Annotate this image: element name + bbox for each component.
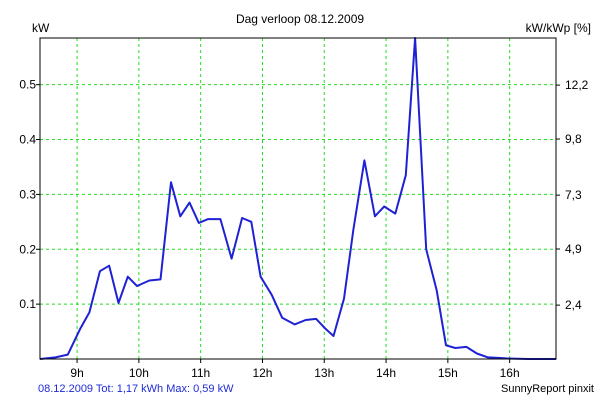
x-tick-label: 10h bbox=[129, 366, 149, 380]
y-tick-label: 0.1 bbox=[19, 297, 36, 311]
right-tick-label: 9,8 bbox=[565, 132, 582, 146]
y-tick-label: 0.5 bbox=[19, 78, 36, 92]
x-tick-label: 15h bbox=[438, 366, 458, 380]
grid bbox=[40, 38, 556, 359]
axis-ticks: 9h 10h 11h 12h 13h 14h 15h 16h 0.1 0.2 0.3 0.4 0.5 2,… bbox=[19, 78, 588, 380]
x-tick-label: 14h bbox=[376, 366, 396, 380]
credit-label: SunnyReport pinxit bbox=[501, 383, 594, 395]
right-tick-label: 7,3 bbox=[565, 188, 582, 202]
y-tick-label: 0.2 bbox=[19, 242, 36, 256]
right-axis-unit: kW/kWp [%] bbox=[526, 21, 591, 35]
y-tick-label: 0.3 bbox=[19, 187, 36, 201]
x-tick-label: 13h bbox=[314, 366, 334, 380]
chart-title: Dag verloop 08.12.2009 bbox=[236, 12, 364, 26]
x-tick-label: 9h bbox=[70, 366, 83, 380]
right-tick-label: 2,4 bbox=[565, 298, 582, 312]
plot-frame bbox=[39, 37, 557, 360]
x-tick-label: 11h bbox=[191, 366, 210, 380]
series-layer bbox=[39, 37, 556, 360]
daily-summary: 08.12.2009 Tot: 1,17 kWh Max: 0,59 kW bbox=[38, 383, 234, 395]
x-tick-label: 12h bbox=[252, 366, 272, 380]
right-tick-label: 4,9 bbox=[565, 242, 582, 256]
x-tick-label: 16h bbox=[500, 366, 520, 380]
left-axis-unit: kW bbox=[32, 21, 50, 35]
power-series-line bbox=[39, 37, 556, 360]
y-tick-label: 0.4 bbox=[19, 133, 36, 147]
right-tick-label: 12,2 bbox=[565, 78, 589, 92]
